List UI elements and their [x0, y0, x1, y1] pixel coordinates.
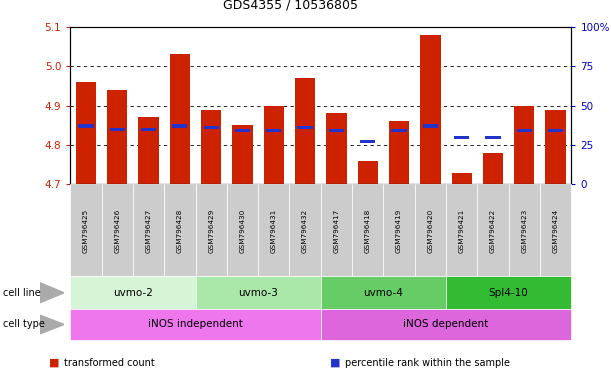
Text: ■: ■ — [49, 358, 59, 368]
Text: GSM796428: GSM796428 — [177, 208, 183, 253]
Bar — [232, 125, 253, 184]
Text: GSM796423: GSM796423 — [521, 208, 527, 253]
Bar — [170, 55, 190, 184]
Text: GSM796419: GSM796419 — [396, 208, 402, 253]
Bar — [548, 129, 563, 132]
Bar — [172, 124, 188, 127]
Text: GSM796426: GSM796426 — [114, 208, 120, 253]
Text: ■: ■ — [330, 358, 340, 368]
Text: GSM796417: GSM796417 — [334, 208, 340, 253]
Text: Spl4-10: Spl4-10 — [489, 288, 529, 298]
Bar — [295, 78, 315, 184]
Text: GSM796420: GSM796420 — [427, 208, 433, 253]
Bar — [357, 161, 378, 184]
Bar — [203, 126, 219, 129]
Text: GSM796430: GSM796430 — [240, 208, 246, 253]
Bar — [201, 109, 221, 184]
Bar — [454, 136, 469, 139]
Text: cell line: cell line — [3, 288, 41, 298]
Bar — [78, 124, 93, 127]
Bar — [546, 109, 566, 184]
Text: percentile rank within the sample: percentile rank within the sample — [345, 358, 510, 368]
Bar — [263, 106, 284, 184]
Bar — [329, 129, 344, 132]
Bar — [514, 106, 535, 184]
Text: GSM796422: GSM796422 — [490, 208, 496, 253]
Text: GSM796418: GSM796418 — [365, 208, 371, 253]
Text: GDS4355 / 10536805: GDS4355 / 10536805 — [223, 0, 357, 12]
Bar — [109, 127, 125, 131]
Text: iNOS independent: iNOS independent — [148, 319, 243, 329]
Bar — [389, 121, 409, 184]
Bar — [141, 127, 156, 131]
Bar — [76, 82, 96, 184]
Bar — [138, 118, 159, 184]
Text: GSM796421: GSM796421 — [459, 208, 465, 253]
Text: GSM796431: GSM796431 — [271, 208, 277, 253]
Bar — [107, 90, 128, 184]
Bar — [452, 172, 472, 184]
Text: GSM796429: GSM796429 — [208, 208, 214, 253]
Bar — [360, 140, 375, 143]
Text: GSM796427: GSM796427 — [145, 208, 152, 253]
Bar — [266, 129, 282, 132]
Bar — [423, 124, 438, 127]
Text: GSM796432: GSM796432 — [302, 208, 308, 253]
Text: uvmo-4: uvmo-4 — [364, 288, 403, 298]
Text: uvmo-3: uvmo-3 — [238, 288, 278, 298]
Text: transformed count: transformed count — [64, 358, 155, 368]
Bar — [392, 129, 407, 132]
Text: iNOS dependent: iNOS dependent — [403, 319, 489, 329]
Bar — [298, 126, 313, 129]
Bar — [326, 114, 346, 184]
Text: cell type: cell type — [3, 319, 45, 329]
Bar — [483, 153, 503, 184]
Bar — [517, 129, 532, 132]
Text: uvmo-2: uvmo-2 — [113, 288, 153, 298]
Polygon shape — [40, 315, 64, 334]
Text: GSM796425: GSM796425 — [83, 208, 89, 253]
Bar — [235, 129, 250, 132]
Text: GSM796424: GSM796424 — [552, 208, 558, 253]
Bar — [485, 136, 500, 139]
Polygon shape — [40, 283, 64, 303]
Bar — [420, 35, 441, 184]
